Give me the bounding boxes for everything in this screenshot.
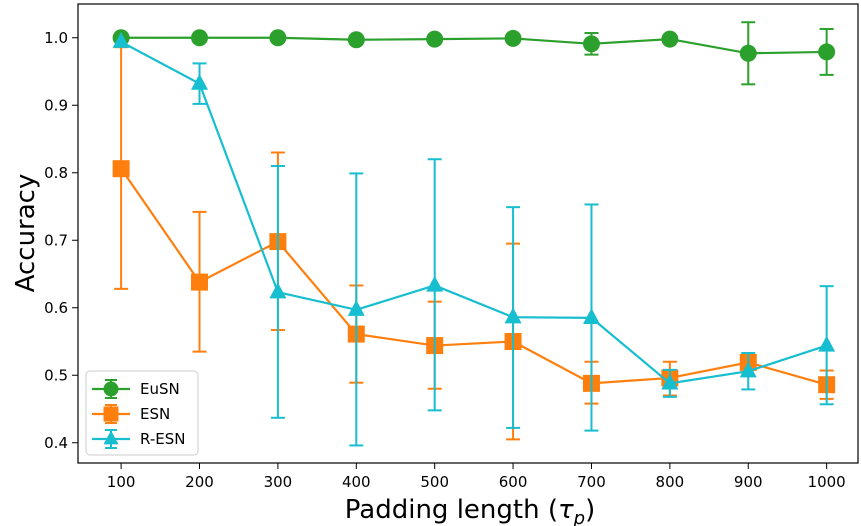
series-eusn	[112, 21, 836, 86]
legend-label: R-ESN	[140, 430, 185, 448]
plot-area	[112, 21, 836, 447]
legend-label: ESN	[140, 405, 170, 423]
y-tick-label: 0.5	[44, 366, 68, 384]
plot-frame	[77, 3, 859, 464]
data-point	[347, 31, 365, 49]
y-tick-label: 0.4	[44, 434, 68, 452]
legend-label: EuSN	[140, 380, 180, 398]
data-point	[818, 335, 836, 352]
data-point	[582, 308, 600, 324]
x-axis-label: Padding length (τp)	[345, 495, 595, 526]
x-tick-label: 500	[420, 473, 449, 491]
x-tick-label: 400	[342, 473, 371, 491]
data-point	[112, 32, 130, 48]
x-axis-label-subscript: p	[573, 508, 585, 526]
x-tick-label: 800	[656, 473, 685, 491]
legend: EuSN ESN R-ESN	[85, 370, 199, 456]
data-point	[661, 373, 679, 390]
legend-marker	[103, 381, 119, 397]
data-point	[426, 275, 444, 292]
x-tick-label: 600	[499, 473, 528, 491]
x-tick-label: 900	[734, 473, 763, 491]
axes: 100 200 300 400 500 600 700 800 900 1000 0.4 0.5 0.6…	[44, 29, 846, 491]
y-tick-label: 1.0	[44, 29, 68, 47]
data-point	[269, 29, 287, 47]
data-point	[269, 282, 287, 299]
data-point	[582, 35, 600, 53]
y-tick-label: 0.9	[44, 96, 68, 114]
x-tick-label: 200	[185, 473, 214, 491]
data-point	[191, 73, 209, 90]
x-tick-label: 700	[577, 473, 606, 491]
series-line	[120, 40, 827, 385]
series-line	[120, 168, 827, 386]
y-tick-label: 0.7	[44, 231, 68, 249]
data-point	[504, 307, 522, 324]
x-axis-label-text: Padding length (	[345, 495, 558, 525]
data-point	[347, 300, 365, 316]
x-tick-label: 1000	[808, 473, 846, 491]
x-tick-label: 300	[264, 473, 293, 491]
data-point	[191, 29, 209, 47]
series-r-esn	[112, 32, 836, 447]
y-axis-label: Accuracy	[11, 174, 41, 293]
x-axis-label-close: )	[585, 495, 595, 525]
data-point	[818, 43, 836, 61]
data-point	[739, 361, 757, 378]
series-line	[121, 36, 827, 55]
data-point	[112, 160, 130, 178]
x-axis-label-symbol: τ	[558, 495, 574, 525]
data-point	[661, 30, 679, 48]
legend-marker	[103, 430, 119, 445]
data-point	[426, 30, 444, 48]
x-tick-label: 100	[107, 473, 136, 491]
data-point	[191, 273, 209, 291]
y-tick-label: 0.8	[44, 164, 68, 182]
y-tick-label: 0.6	[44, 299, 68, 317]
series-esn	[112, 46, 836, 441]
data-point	[504, 29, 522, 47]
legend-marker	[103, 406, 119, 422]
data-point	[739, 44, 757, 62]
